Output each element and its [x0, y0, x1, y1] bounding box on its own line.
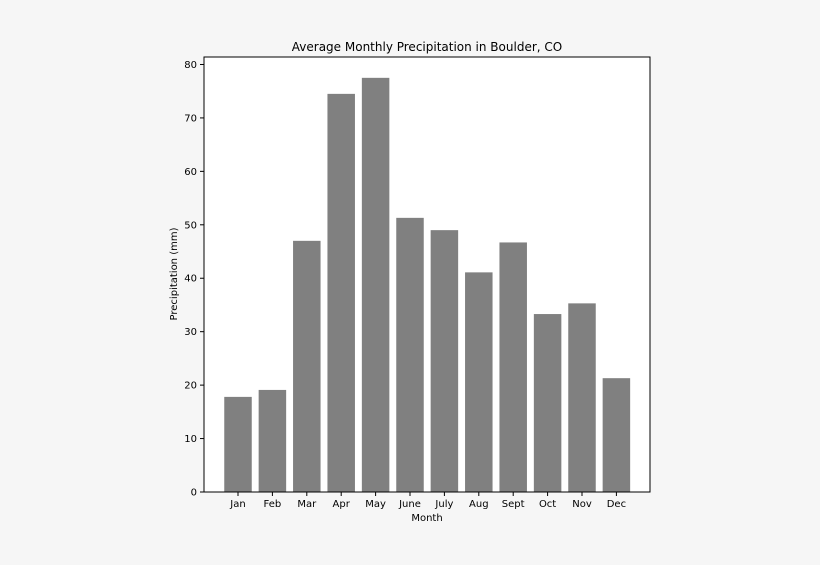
bar-may [361, 77, 390, 492]
x-tick-label: Apr [333, 499, 351, 510]
chart-title: Average Monthly Precipitation in Boulder… [292, 40, 562, 54]
y-tick-label: 60 [184, 167, 197, 178]
plot-frame [203, 56, 651, 493]
bar-nov [568, 303, 596, 492]
bar-feb [258, 389, 287, 492]
x-tick-label: Dec [607, 499, 626, 510]
bars-group [224, 77, 631, 493]
x-tick-label: Nov [572, 499, 592, 510]
y-tick-label: 30 [184, 327, 197, 338]
bar-july [430, 230, 459, 492]
x-tick-label: Oct [539, 499, 556, 510]
x-axis-label: Month [411, 513, 442, 524]
y-tick-label: 80 [184, 60, 197, 71]
bar-aug [465, 272, 493, 492]
x-tick-label: Mar [297, 499, 317, 510]
x-tick-label: Aug [469, 499, 489, 510]
y-tick-label: 50 [184, 220, 197, 231]
y-tick-label: 10 [184, 434, 197, 445]
bar-dec [602, 378, 631, 492]
y-axis: 0 10 20 30 40 50 60 70 80 [184, 60, 204, 499]
x-tick-label: Jan [229, 499, 245, 510]
bar-apr [327, 93, 355, 493]
bar-june [396, 217, 424, 492]
y-tick-label: 20 [184, 381, 197, 392]
bar-oct [533, 314, 562, 492]
y-axis-label: Precipitation (mm) [169, 227, 180, 320]
x-tick-label: June [398, 499, 421, 510]
x-tick-label: Feb [264, 499, 282, 510]
bar-sept [499, 242, 527, 492]
y-tick-label: 70 [184, 113, 197, 124]
bar-jan [224, 396, 252, 492]
x-tick-label: May [365, 499, 386, 510]
y-tick-label: 40 [184, 274, 197, 285]
bar-mar [293, 240, 321, 492]
x-axis: Jan Feb Mar Apr May June July Aug Sept Oct Nov Dec [229, 492, 626, 510]
y-tick-label: 0 [191, 488, 197, 499]
x-tick-label: Sept [502, 499, 525, 510]
x-tick-label: July [434, 499, 453, 510]
